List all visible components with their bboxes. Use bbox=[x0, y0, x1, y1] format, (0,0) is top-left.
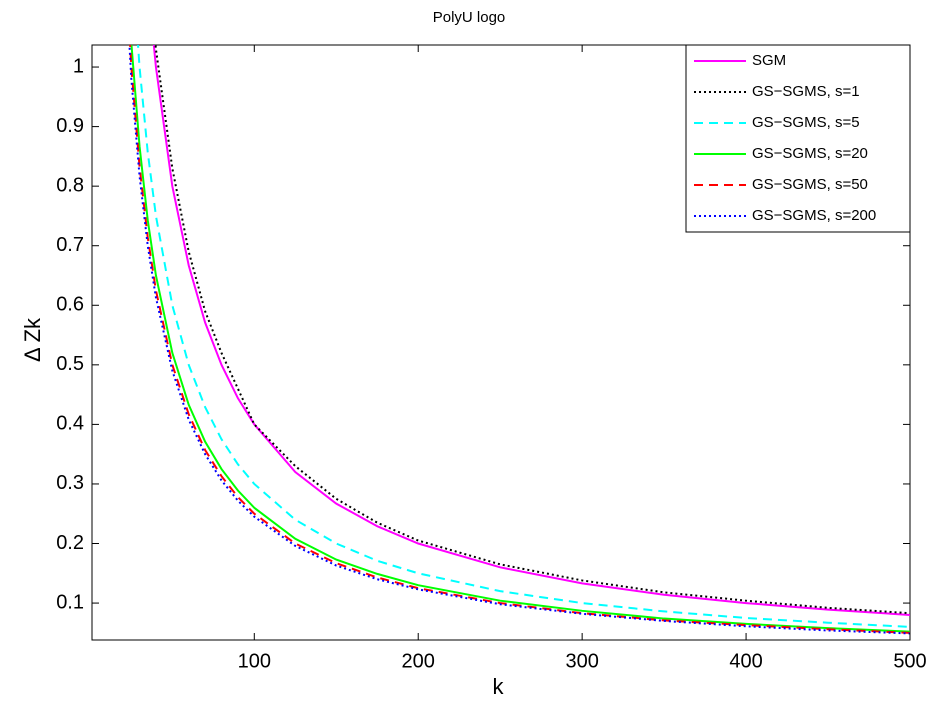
series-line bbox=[128, 45, 910, 635]
y-tick-label: 0.6 bbox=[56, 294, 84, 316]
legend-label: SGM bbox=[752, 52, 786, 69]
x-tick-label: 500 bbox=[893, 650, 926, 672]
series-line bbox=[130, 45, 910, 633]
x-axis-label: k bbox=[493, 674, 505, 699]
y-tick-label: 1 bbox=[73, 55, 84, 77]
y-tick-label: 0.9 bbox=[56, 115, 84, 137]
y-tick-label: 0.3 bbox=[56, 472, 84, 494]
y-axis-label: Δ Zk bbox=[20, 317, 45, 362]
legend-label: GS−SGMS, s=50 bbox=[752, 176, 868, 193]
x-tick-label: 300 bbox=[565, 650, 598, 672]
legend-label: GS−SGMS, s=5 bbox=[752, 114, 860, 131]
y-tick-label: 0.5 bbox=[56, 353, 84, 375]
chart-title: PolyU logo bbox=[433, 9, 506, 26]
x-tick-label: 200 bbox=[402, 650, 435, 672]
series-line bbox=[154, 45, 910, 615]
y-tick-label: 0.4 bbox=[56, 413, 84, 435]
legend-label: GS−SGMS, s=1 bbox=[752, 83, 860, 100]
series-line bbox=[152, 45, 910, 616]
legend-box bbox=[685, 44, 911, 233]
x-tick-label: 400 bbox=[729, 650, 762, 672]
y-tick-label: 0.2 bbox=[56, 532, 84, 554]
series-line bbox=[129, 45, 910, 634]
y-tick-label: 0.8 bbox=[56, 174, 84, 196]
x-tick-label: 100 bbox=[238, 650, 271, 672]
series-line bbox=[137, 45, 910, 628]
lines bbox=[128, 45, 910, 635]
y-tick-label: 0.7 bbox=[56, 234, 84, 256]
legend-label: GS−SGMS, s=200 bbox=[752, 207, 876, 224]
y-tick-label: 0.1 bbox=[56, 591, 84, 613]
legend-label: GS−SGMS, s=20 bbox=[752, 145, 868, 162]
